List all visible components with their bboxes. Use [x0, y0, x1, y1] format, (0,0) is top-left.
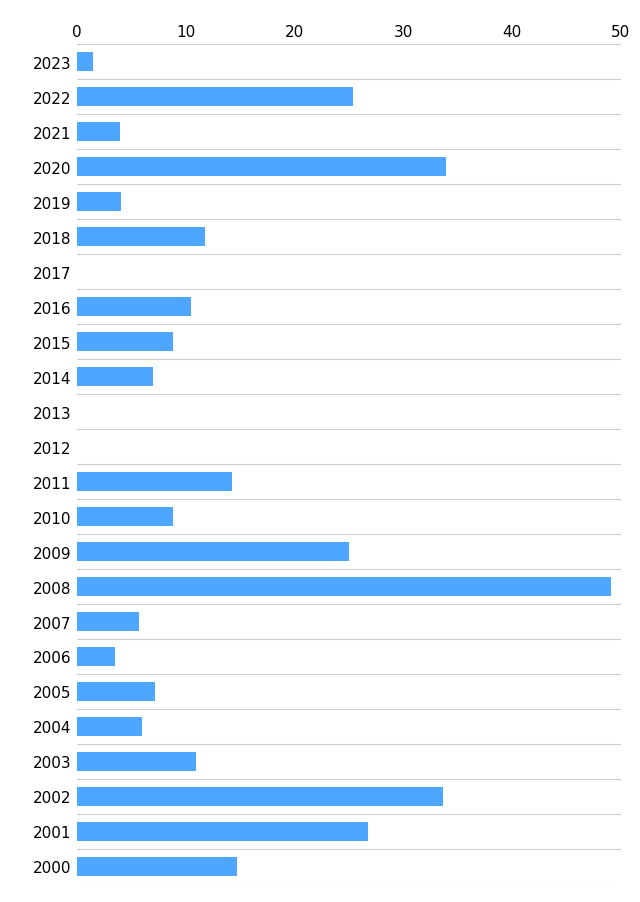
- Bar: [77, 298, 191, 317]
- Bar: [77, 227, 205, 247]
- Bar: [77, 87, 353, 107]
- Bar: [77, 473, 232, 492]
- Bar: [77, 158, 445, 177]
- Bar: [77, 752, 196, 771]
- Bar: [77, 787, 444, 806]
- Bar: [77, 612, 139, 631]
- Bar: [77, 367, 153, 387]
- Bar: [77, 333, 173, 352]
- Bar: [77, 193, 122, 212]
- Bar: [77, 647, 115, 667]
- Bar: [77, 123, 120, 143]
- Bar: [77, 717, 142, 736]
- Bar: [77, 682, 155, 702]
- Bar: [77, 507, 173, 527]
- Bar: [77, 857, 237, 876]
- Bar: [77, 822, 369, 842]
- Bar: [77, 542, 349, 562]
- Bar: [77, 577, 611, 596]
- Bar: [77, 53, 93, 72]
